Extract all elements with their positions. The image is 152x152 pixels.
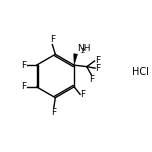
Text: F: F — [89, 75, 94, 84]
Text: F: F — [21, 61, 27, 70]
Text: F: F — [95, 64, 100, 73]
Text: F: F — [51, 108, 56, 117]
Text: 2: 2 — [81, 48, 85, 54]
Text: F: F — [95, 57, 100, 66]
Text: F: F — [21, 82, 27, 91]
Text: F: F — [80, 90, 86, 99]
Text: NH: NH — [77, 44, 90, 53]
Polygon shape — [74, 54, 78, 65]
Text: HCl: HCl — [132, 67, 149, 76]
Text: F: F — [50, 35, 55, 44]
